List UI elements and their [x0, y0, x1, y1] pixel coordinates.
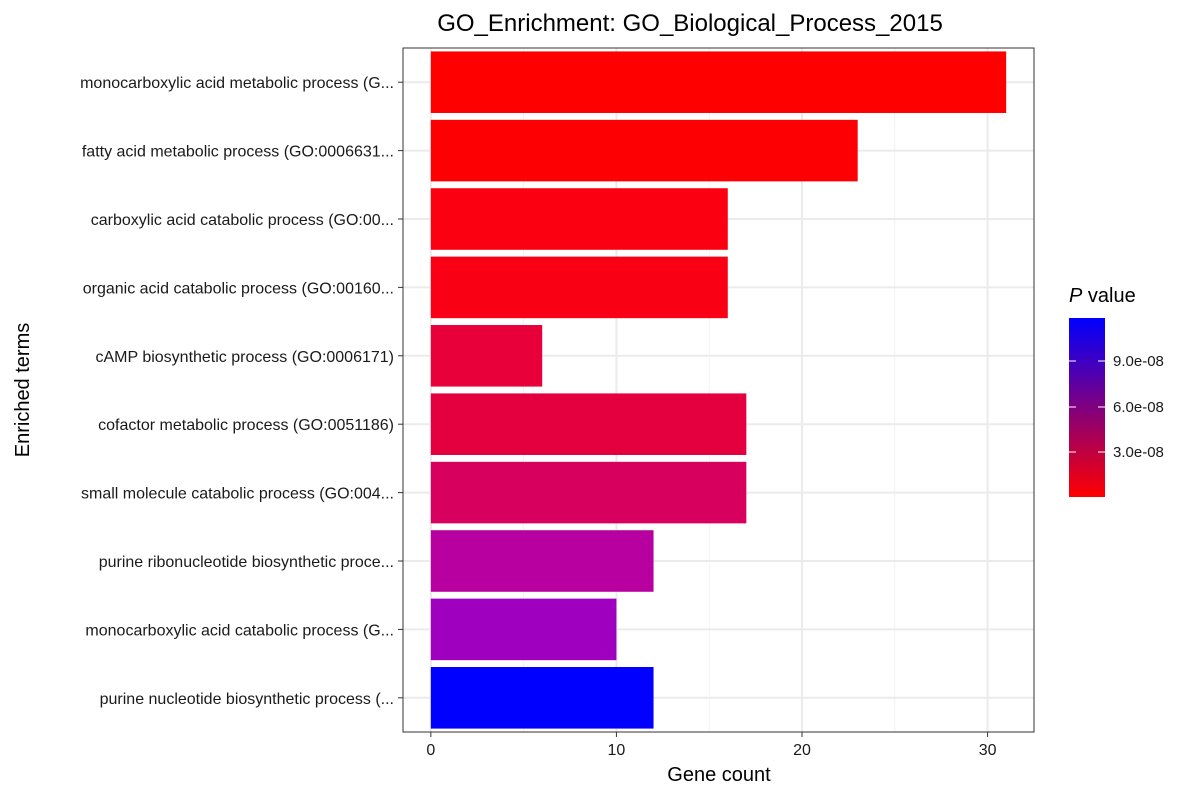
legend-tick-label: 9.0e-08	[1113, 353, 1164, 370]
bar	[430, 256, 728, 319]
y-tick-label: cAMP biosynthetic process (GO:0006171)	[95, 349, 394, 366]
x-tick-label: 10	[608, 742, 626, 759]
bar	[430, 667, 654, 729]
y-tick-label: organic acid catabolic process (GO:00160…	[83, 280, 394, 297]
chart-title: GO_Enrichment: GO_Biological_Process_201…	[437, 10, 943, 37]
bar	[430, 119, 858, 182]
legend-tick-label: 6.0e-08	[1113, 399, 1164, 416]
plot-border	[402, 47, 1035, 733]
bar	[430, 461, 747, 524]
y-tick-label: purine nucleotide biosynthetic process (…	[100, 691, 394, 708]
y-tick-label: carboxylic acid catabolic process (GO:00…	[91, 212, 394, 229]
y-tick-label: cofactor metabolic process (GO:0051186)	[98, 417, 394, 434]
y-tick-label: purine ribonucleotide biosynthetic proce…	[99, 554, 394, 571]
legend-ticks: 9.0e-08 6.0e-08 3.0e-08	[1069, 353, 1164, 461]
y-tick-label: monocarboxylic acid metabolic process (G…	[80, 75, 394, 92]
legend-tick-label: 3.0e-08	[1113, 444, 1164, 461]
bar	[430, 598, 617, 661]
bar	[430, 188, 728, 250]
y-tick-label: small molecule catabolic process (GO:004…	[81, 486, 394, 503]
x-axis-title: Gene count	[667, 764, 771, 786]
x-tick-label: 20	[793, 742, 811, 759]
bar	[430, 393, 747, 455]
bar	[430, 51, 1007, 113]
legend: P value 9.0e-08 6.0e-08 3.0e-08	[1069, 285, 1164, 497]
y-tick-label: fatty acid metabolic process (GO:0006631…	[82, 144, 394, 161]
x-tick-label: 30	[979, 742, 997, 759]
y-axis-title: Enriched terms	[12, 323, 34, 458]
x-tick-label: 0	[426, 742, 435, 759]
legend-title-p: P	[1069, 285, 1083, 307]
legend-title: P value	[1069, 285, 1136, 307]
legend-title-value: value	[1082, 285, 1135, 307]
bar	[430, 530, 654, 592]
plot-area: monocarboxylic acid metabolic process (G…	[80, 47, 1035, 759]
bar	[430, 325, 543, 387]
y-tick-label: monocarboxylic acid catabolic process (G…	[85, 622, 394, 639]
